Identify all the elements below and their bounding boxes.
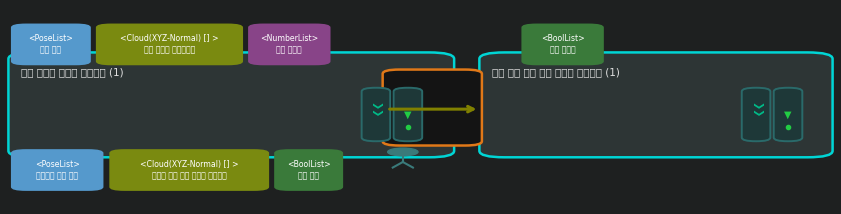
- FancyBboxPatch shape: [521, 24, 604, 65]
- Text: 부울 값에 의해 제어 흐름을 촉발하기 (1): 부울 값에 의해 제어 흐름을 촉발하기 (1): [492, 67, 620, 77]
- Text: ❯❯: ❯❯: [751, 102, 761, 118]
- Text: ▼: ▼: [405, 110, 411, 119]
- FancyBboxPatch shape: [11, 149, 103, 191]
- Text: 중첩 상태인 물체를 제거하기 (1): 중첩 상태인 물체를 제거하기 (1): [21, 67, 124, 77]
- FancyBboxPatch shape: [96, 24, 243, 65]
- FancyBboxPatch shape: [479, 52, 833, 157]
- Text: <PoseList>
물체 포즈: <PoseList> 물체 포즈: [29, 34, 73, 54]
- FancyBboxPatch shape: [8, 52, 454, 157]
- FancyBboxPatch shape: [383, 70, 482, 146]
- FancyBboxPatch shape: [394, 88, 422, 141]
- Text: <Cloud(XYZ-Normal) [] >
필터링 후의 물체 포인트 클라우드: <Cloud(XYZ-Normal) [] > 필터링 후의 물체 포인트 클라…: [140, 160, 239, 180]
- FancyBboxPatch shape: [248, 24, 331, 65]
- FancyBboxPatch shape: [742, 88, 770, 141]
- FancyBboxPatch shape: [274, 149, 343, 191]
- Text: <PoseList>
필터링된 물체 포즈: <PoseList> 필터링된 물체 포즈: [34, 160, 80, 180]
- Text: ▼: ▼: [785, 110, 791, 119]
- Text: ❯❯: ❯❯: [371, 102, 381, 118]
- FancyBboxPatch shape: [11, 24, 91, 65]
- Text: <BoolList>
판정 결과: <BoolList> 판정 결과: [287, 160, 331, 180]
- Text: <BoolList>
부울 리스트: <BoolList> 부울 리스트: [541, 34, 584, 54]
- Text: <NumberList>
포즈 믿음도: <NumberList> 포즈 믿음도: [260, 34, 319, 54]
- FancyBboxPatch shape: [362, 88, 390, 141]
- Circle shape: [388, 148, 418, 156]
- FancyBboxPatch shape: [109, 149, 269, 191]
- Text: <Cloud(XYZ-Normal) [] >
물체 포인트 클라우드들: <Cloud(XYZ-Normal) [] > 물체 포인트 클라우드들: [120, 34, 219, 54]
- FancyBboxPatch shape: [774, 88, 802, 141]
